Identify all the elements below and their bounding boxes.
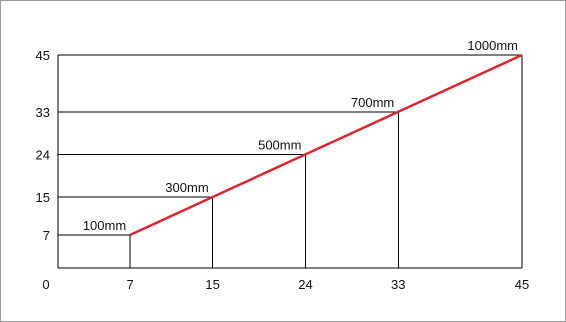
point-label-4: 1000mm [467, 38, 518, 53]
y-tick-label-3: 33 [36, 105, 50, 120]
x-tick-label-4: 33 [391, 277, 405, 292]
y-tick-label-2: 24 [36, 147, 50, 162]
guide-lines [58, 54, 523, 268]
y-tick-label-0: 7 [43, 228, 50, 243]
x-tick-label-5: 45 [515, 277, 529, 292]
x-tick-label-2: 15 [205, 277, 219, 292]
point-label-3: 700mm [351, 95, 394, 110]
y-tick-label-4: 45 [36, 48, 50, 63]
y-tick-label-1: 15 [36, 190, 50, 205]
y-tick-labels: 7 15 24 33 45 [36, 48, 50, 243]
series-line [129, 53, 523, 237]
x-tick-label-3: 24 [298, 277, 312, 292]
point-labels: 100mm 300mm 500mm 700mm 1000mm [83, 38, 518, 233]
point-label-2: 500mm [258, 137, 301, 152]
x-tick-label-1: 7 [127, 277, 134, 292]
x-tick-label-0: 0 [42, 277, 49, 292]
x-tick-labels: 0 7 15 24 33 45 [42, 277, 529, 292]
point-label-0: 100mm [83, 218, 126, 233]
axes [57, 55, 522, 269]
point-label-1: 300mm [165, 180, 208, 195]
